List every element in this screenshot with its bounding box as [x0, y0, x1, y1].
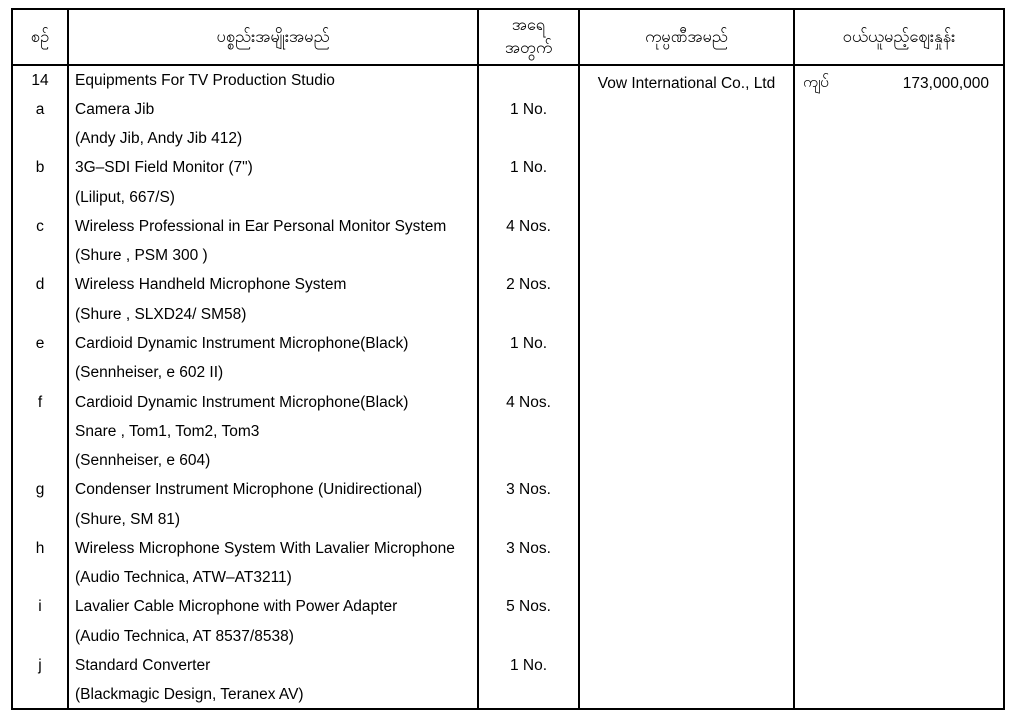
item-cell: Wireless Microphone System With Lavalier… — [75, 539, 455, 557]
serial-cell — [13, 622, 67, 651]
serial-cell: b — [35, 159, 45, 177]
quantity-cell — [479, 681, 578, 708]
item-cell: Cardioid Dynamic Instrument Microphone(B… — [75, 335, 409, 353]
serial-cell — [13, 681, 67, 708]
item-cell: Cardioid Dynamic Instrument Microphone(B… — [75, 393, 409, 411]
item-cell: Lavalier Cable Microphone with Power Ada… — [75, 598, 398, 616]
header-serial-no-label: စဉ် — [30, 27, 50, 46]
item-cell: (Sennheiser, e 602 II) — [75, 364, 224, 382]
item-cell: Camera Jib — [75, 100, 155, 118]
header-purchase-price-label: ဝယ်ယူမည့်ဈေးနှုန်း — [842, 27, 956, 46]
serial-cell — [13, 300, 67, 329]
serial-cell: i — [38, 598, 42, 616]
serial-cell: g — [35, 481, 45, 499]
serial-cell: h — [35, 539, 45, 557]
serial-cell: c — [36, 217, 44, 235]
serial-cell — [13, 359, 67, 388]
item-cell: (Shure , SLXD24/ SM58) — [75, 305, 247, 323]
item-cell: (Blackmagic Design, Teranex AV) — [75, 686, 304, 704]
item-cell: (Sennheiser, e 604) — [75, 452, 211, 470]
header-quantity-label-line2: အတွက် — [504, 39, 553, 57]
quantity-cell: 1 No. — [509, 335, 548, 353]
table-header-row: စဉ် ပစ္စည်းအမျိုးအမည် အရေ အတွက် ကုမ္ပဏီအ… — [13, 10, 1003, 66]
quantity-cell — [479, 417, 578, 446]
item-cell: (Andy Jib, Andy Jib 412) — [75, 130, 243, 148]
serial-cell — [13, 125, 67, 154]
quantity-cell: 5 Nos. — [506, 598, 551, 616]
header-quantity-label-line1: အရေ — [511, 16, 546, 34]
serial-cell: 14 — [31, 71, 49, 89]
price-column: ကျပ် 173,000,000 — [795, 66, 1003, 708]
serial-cell: d — [35, 276, 45, 294]
serial-cell — [13, 242, 67, 271]
serial-cell — [13, 505, 67, 534]
company-name: Vow International Co., Ltd — [597, 74, 776, 92]
quantity-cell: 4 Nos. — [506, 393, 551, 411]
item-cell: (Shure , PSM 300 ) — [75, 247, 208, 265]
item-cell: (Shure, SM 81) — [75, 510, 181, 528]
item-cell: Wireless Professional in Ear Personal Mo… — [75, 217, 447, 235]
header-serial-no: စဉ် — [13, 10, 69, 64]
serial-column: 14 a b c d e f g h i j — [13, 66, 69, 708]
quantity-column: 1 No. 1 No. 4 Nos. 2 Nos. 1 No. 4 Nos. 3 Nos. 3… — [479, 66, 580, 708]
serial-cell — [13, 564, 67, 593]
serial-cell: e — [35, 335, 45, 353]
quantity-cell — [479, 242, 578, 271]
quantity-cell: 1 No. — [509, 656, 548, 674]
header-item-name: ပစ္စည်းအမျိုးအမည် — [69, 10, 479, 64]
quantity-cell — [479, 300, 578, 329]
item-cell: Equipments For TV Production Studio — [75, 71, 335, 89]
table-body: 14 a b c d e f g h i j Equipments For TV Productio… — [13, 66, 1003, 708]
quantity-cell — [479, 564, 578, 593]
item-column: Equipments For TV Production Studio Camer… — [69, 66, 479, 708]
quantity-cell — [479, 505, 578, 534]
serial-cell — [13, 183, 67, 212]
item-cell: Wireless Handheld Microphone System — [75, 276, 347, 294]
quantity-cell: 1 No. — [509, 159, 548, 177]
item-cell: (Audio Technica, AT 8537/8538) — [75, 627, 294, 645]
item-cell: 3G–SDI Field Monitor (7") — [75, 159, 253, 177]
price-amount: 173,000,000 — [902, 74, 989, 92]
header-company-name: ကုမ္ပဏီအမည် — [580, 10, 795, 64]
currency-label: ကျပ် — [803, 74, 829, 92]
quantity-cell — [479, 66, 578, 95]
serial-cell — [13, 417, 67, 446]
quantity-cell — [479, 183, 578, 212]
quantity-cell: 1 No. — [509, 100, 548, 118]
item-cell: (Liliput, 667/S) — [75, 188, 175, 206]
header-item-name-label: ပစ္စည်းအမျိုးအမည် — [216, 27, 330, 46]
quantity-cell: 4 Nos. — [506, 217, 551, 235]
item-cell: Snare , Tom1, Tom2, Tom3 — [75, 422, 260, 440]
header-company-name-label: ကုမ္ပဏီအမည် — [645, 27, 728, 46]
serial-cell: a — [35, 100, 45, 118]
header-quantity: အရေ အတွက် — [479, 10, 580, 64]
quantity-cell: 3 Nos. — [506, 481, 551, 499]
procurement-table: စဉ် ပစ္စည်းအမျိုးအမည် အရေ အတွက် ကုမ္ပဏီအ… — [11, 8, 1005, 710]
serial-cell: f — [37, 393, 43, 411]
header-purchase-price: ဝယ်ယူမည့်ဈေးနှုန်း — [795, 10, 1003, 64]
price-cell: ကျပ် 173,000,000 — [795, 66, 1003, 98]
quantity-cell: 2 Nos. — [506, 276, 551, 294]
quantity-cell: 3 Nos. — [506, 539, 551, 557]
quantity-cell — [479, 622, 578, 651]
item-cell: (Audio Technica, ATW–AT3211) — [75, 569, 292, 587]
quantity-cell — [479, 359, 578, 388]
serial-cell — [13, 446, 67, 475]
serial-cell: j — [38, 656, 42, 674]
item-cell: Condenser Instrument Microphone (Unidire… — [75, 481, 423, 499]
quantity-cell — [479, 125, 578, 154]
item-cell: Standard Converter — [75, 656, 211, 674]
company-column: Vow International Co., Ltd — [580, 66, 795, 708]
quantity-cell — [479, 446, 578, 475]
